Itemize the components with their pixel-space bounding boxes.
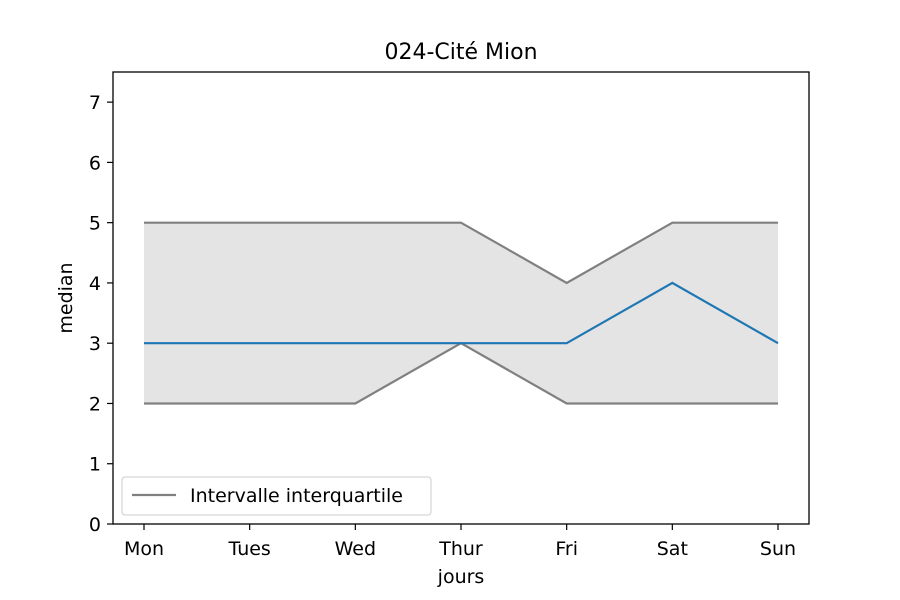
legend: Intervalle interquartile: [121, 476, 432, 516]
y-tick-label: 3: [89, 333, 101, 355]
y-tick-label: 4: [89, 273, 101, 295]
legend-label: Intervalle interquartile: [190, 485, 403, 507]
upper-quartile-line: [144, 221, 778, 285]
x-tick-label: Tues: [227, 538, 270, 560]
x-tick-label: Sat: [657, 538, 688, 560]
y-tick-label: 1: [89, 454, 101, 476]
y-tick-label: 7: [89, 92, 101, 114]
plot-area: [144, 221, 779, 405]
legend-box: [121, 476, 432, 516]
y-axis-label: median: [55, 262, 77, 333]
y-tick-label: 0: [89, 514, 101, 536]
y-tick-label: 2: [89, 393, 101, 415]
y-axis: 0 1 2 3 4 5 6 7: [89, 92, 113, 536]
y-tick-label: 5: [89, 213, 101, 235]
interquartile-band: [144, 222, 778, 404]
x-tick-label: Wed: [335, 538, 376, 560]
x-axis: Mon Tues Wed Thur Fri Sat Sun: [124, 524, 796, 560]
x-tick-label: Fri: [555, 538, 578, 560]
chart-title: 024-Cité Mion: [384, 40, 537, 65]
x-tick-label: Mon: [124, 538, 164, 560]
x-tick-label: Sun: [760, 538, 796, 560]
y-tick-label: 6: [89, 152, 101, 174]
x-tick-label: Thur: [438, 538, 483, 560]
median-line: [144, 281, 779, 345]
x-axis-label: jours: [437, 566, 485, 588]
